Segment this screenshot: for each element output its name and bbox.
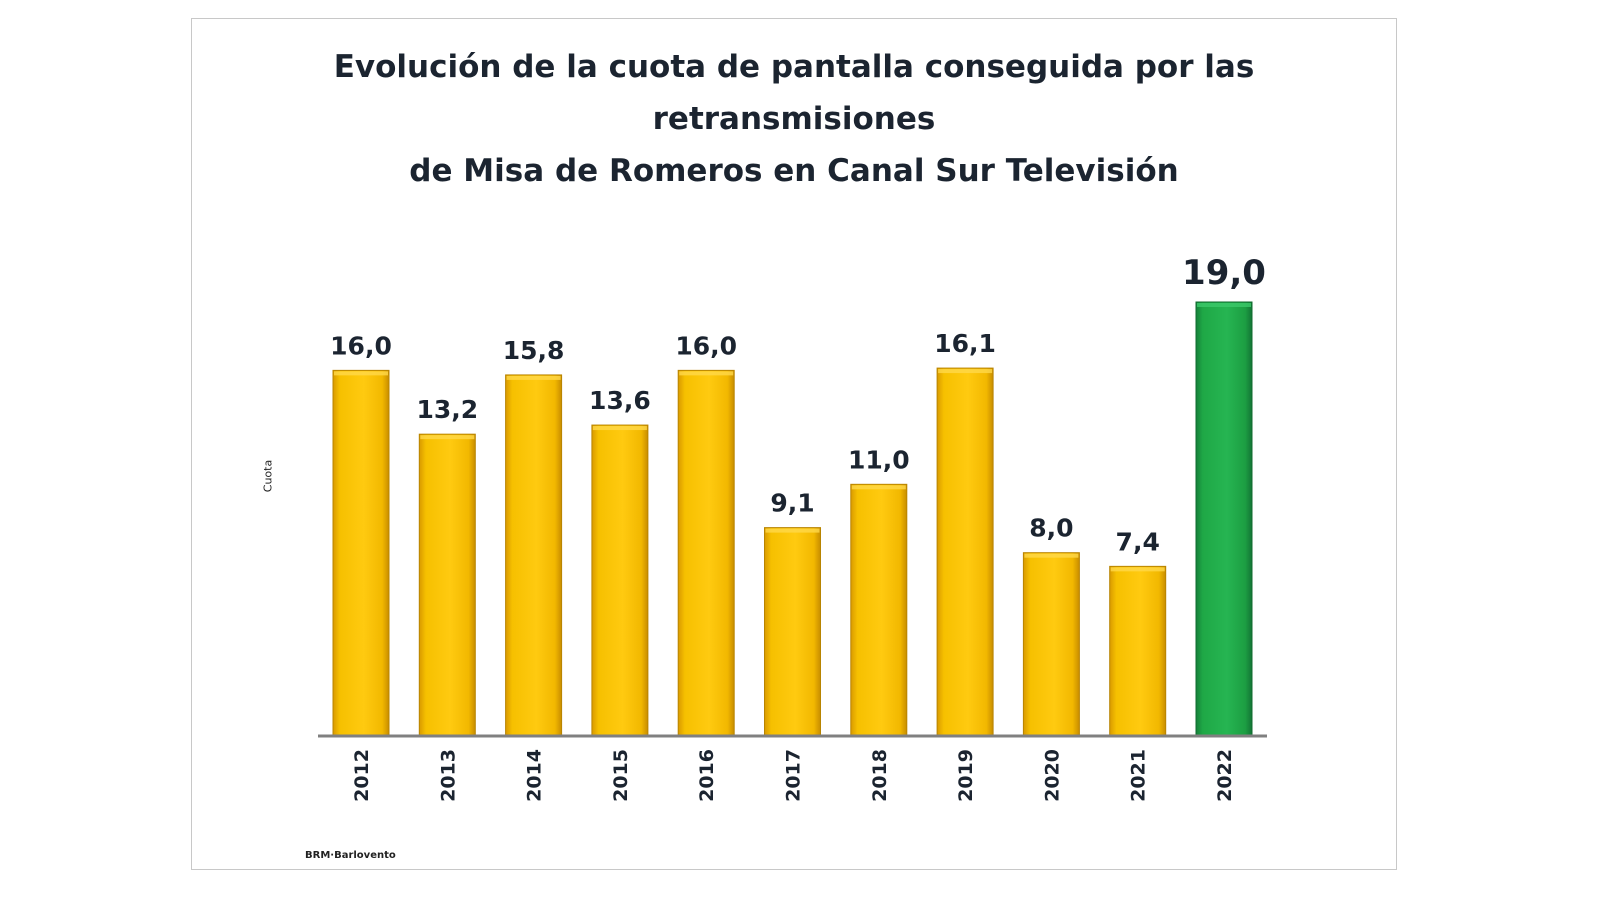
x-tick-label-2012: 2012	[351, 749, 373, 802]
bar-top-bevel-2018	[851, 485, 906, 490]
value-label-2015: 13,6	[589, 386, 651, 415]
value-label-2017: 9,1	[770, 489, 814, 518]
chart-title-line-1: Evolución de la cuota de pantalla conseg…	[333, 49, 1255, 137]
x-tick-label-2014: 2014	[524, 749, 546, 802]
bar-top-bevel-2013	[420, 435, 475, 440]
x-tick-label-2022: 2022	[1214, 749, 1236, 802]
value-labels-layer: 16,0 13,2 15,8 13,6 16,0 9,1 11,0 16,1 8,0 7,4 19,…	[330, 253, 1266, 556]
value-label-2021: 7,4	[1116, 527, 1160, 556]
bar-2015	[591, 424, 649, 736]
bar-2020	[1022, 552, 1080, 736]
x-tick-label-2021: 2021	[1128, 749, 1150, 802]
chart-title: Evolución de la cuota de pantalla conseg…	[192, 41, 1396, 197]
x-tick-label-2018: 2018	[869, 749, 891, 802]
bar-top-bevel-2016	[679, 371, 734, 376]
value-label-2014: 15,8	[503, 336, 565, 365]
bar-2016	[677, 369, 735, 736]
bar-top-bevel-2014	[506, 375, 561, 380]
bar-top-bevel-2020	[1024, 553, 1079, 558]
value-label-2016: 16,0	[675, 331, 737, 360]
x-tick-label-2019: 2019	[955, 749, 977, 802]
bar-top-bevel-2022	[1197, 303, 1251, 307]
bar-top-bevel-2015	[592, 426, 647, 431]
y-axis-label: Cuota	[261, 459, 275, 493]
bar-top-bevel-2021	[1110, 567, 1165, 572]
x-tick-label-2020: 2020	[1041, 749, 1063, 802]
value-label-2018: 11,0	[848, 445, 910, 474]
value-label-2019: 16,1	[934, 329, 996, 358]
value-label-2013: 13,2	[416, 395, 478, 424]
bar-top-bevel-2012	[334, 371, 388, 376]
bar-top-bevel-2017	[765, 528, 820, 533]
source-note: BRM·Barlovento	[305, 850, 396, 861]
bar-2018	[850, 483, 908, 736]
x-tick-label-2015: 2015	[610, 749, 632, 802]
bar-2014	[505, 374, 563, 736]
bar-2019	[936, 367, 994, 736]
bar-2012	[332, 369, 390, 736]
bar-2013	[418, 433, 476, 736]
value-label-2020: 8,0	[1029, 514, 1073, 543]
x-tick-label-2013: 2013	[437, 749, 459, 802]
bar-2017	[764, 527, 821, 736]
bar-2022	[1195, 301, 1253, 736]
value-label-2012: 16,0	[330, 331, 392, 360]
chart-title-line-2: de Misa de Romeros en Canal Sur Televisi…	[409, 153, 1179, 189]
bar-top-bevel-2019	[938, 369, 993, 374]
x-tick-labels-layer: 2012 2013 2014 2015 2016 2017 2018 2019 2020 2021…	[351, 749, 1236, 802]
x-tick-label-2016: 2016	[696, 749, 718, 802]
bar-2021	[1109, 565, 1167, 736]
bars-layer	[332, 301, 1253, 736]
x-tick-label-2017: 2017	[783, 749, 805, 802]
value-label-2022: 19,0	[1182, 253, 1266, 293]
